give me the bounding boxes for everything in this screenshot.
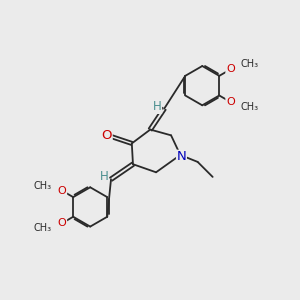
Text: H: H: [100, 170, 109, 183]
Text: CH₃: CH₃: [240, 102, 259, 112]
Text: CH₃: CH₃: [240, 59, 259, 69]
Text: O: O: [58, 186, 67, 196]
Text: CH₃: CH₃: [34, 181, 52, 190]
Text: CH₃: CH₃: [34, 223, 52, 233]
Text: O: O: [226, 97, 235, 107]
Text: H: H: [153, 100, 162, 113]
Text: O: O: [102, 129, 112, 142]
Text: O: O: [226, 64, 235, 74]
Text: O: O: [58, 218, 67, 228]
Text: N: N: [177, 150, 186, 163]
